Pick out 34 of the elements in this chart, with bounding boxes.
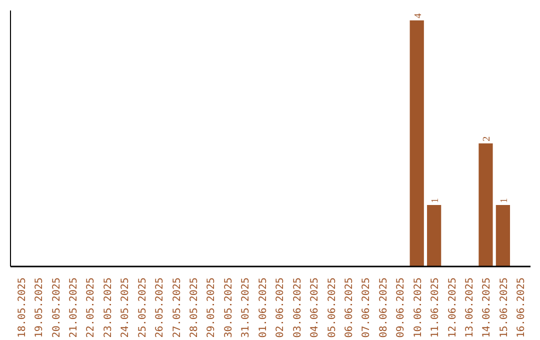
x-tick-label: 09.06.2025 bbox=[396, 277, 407, 338]
x-tick-label: 29.05.2025 bbox=[206, 277, 218, 338]
x-tick-label: 04.06.2025 bbox=[310, 277, 321, 338]
x-tick-label: 12.06.2025 bbox=[447, 277, 458, 338]
x-tick-label: 30.05.2025 bbox=[223, 277, 234, 338]
data-label: 2 bbox=[482, 136, 493, 142]
x-tick-label: 15.06.2025 bbox=[498, 277, 510, 338]
data-label: 1 bbox=[498, 198, 510, 203]
x-tick-label: 28.05.2025 bbox=[189, 277, 200, 338]
x-tick-label: 07.06.2025 bbox=[361, 277, 372, 338]
x-tick-label: 19.05.2025 bbox=[34, 277, 46, 338]
x-tick-label: 14.06.2025 bbox=[482, 277, 493, 338]
x-tick-label: 23.05.2025 bbox=[102, 277, 114, 338]
x-tick-label: 16.06.2025 bbox=[516, 277, 528, 338]
x-tick-label: 27.05.2025 bbox=[172, 277, 183, 338]
x-tick-label: 31.05.2025 bbox=[240, 277, 252, 338]
x-tick-label: 22.05.2025 bbox=[86, 277, 97, 338]
x-tick-label: 05.06.2025 bbox=[326, 277, 338, 338]
x-tick-label: 18.05.2025 bbox=[16, 277, 28, 338]
x-tick-label: 08.06.2025 bbox=[378, 277, 390, 338]
data-label: 1 bbox=[430, 198, 442, 203]
x-tick-label: 10.06.2025 bbox=[412, 277, 424, 338]
x-tick-label: 02.06.2025 bbox=[275, 277, 286, 338]
x-tick-label: 24.05.2025 bbox=[120, 277, 132, 338]
x-tick-label: 01.06.2025 bbox=[258, 277, 269, 338]
x-tick-label: 11.06.2025 bbox=[430, 277, 442, 338]
x-tick-label: 03.06.2025 bbox=[292, 277, 304, 338]
x-tick-label: 06.06.2025 bbox=[344, 277, 355, 338]
x-tick-label: 26.05.2025 bbox=[154, 277, 166, 338]
x-tick-label: 21.05.2025 bbox=[68, 277, 80, 338]
x-tick-label: 13.06.2025 bbox=[464, 277, 476, 338]
x-tick-label: 20.05.2025 bbox=[51, 277, 62, 338]
x-tick-label: 25.05.2025 bbox=[137, 277, 148, 338]
data-label: 4 bbox=[412, 13, 424, 18]
